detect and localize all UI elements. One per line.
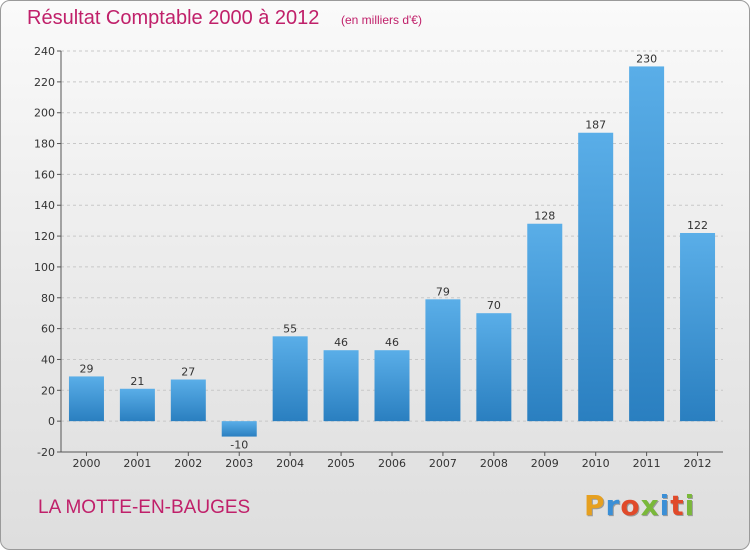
logo-letter: x (640, 489, 660, 522)
x-tick-label: 2010 (582, 457, 610, 470)
x-tick-label: 2001 (123, 457, 151, 470)
x-tick-label: 2005 (327, 457, 355, 470)
data-label: -10 (230, 439, 248, 452)
bar (272, 336, 308, 422)
data-label: 79 (436, 285, 450, 298)
data-label: 230 (636, 52, 657, 65)
x-tick-label: 2008 (480, 457, 508, 470)
y-tick-label: 0 (48, 415, 55, 428)
logo-letter: i (659, 489, 671, 522)
data-label: 187 (585, 119, 606, 132)
x-tick-label: 2011 (633, 457, 661, 470)
bar (374, 350, 410, 422)
bar (527, 223, 563, 422)
data-label: 55 (283, 322, 297, 335)
y-tick-label: 220 (34, 76, 55, 89)
x-tick-label: 2007 (429, 457, 457, 470)
y-tick-label: -20 (37, 446, 55, 459)
logo-letter: P (584, 489, 606, 522)
bar (119, 388, 155, 422)
proxiti-logo: Proxiti (584, 489, 695, 522)
chart-title: Résultat Comptable 2000 à 2012 (27, 7, 320, 29)
bar (170, 379, 206, 422)
x-tick-label: 2012 (684, 457, 712, 470)
logo-letter: t (670, 489, 685, 522)
y-tick-label: 140 (34, 199, 55, 212)
chart-subtitle: (en milliers d'€) (341, 13, 422, 27)
y-tick-label: 20 (41, 384, 55, 397)
data-label: 27 (181, 366, 195, 379)
logo-letter: r (605, 489, 621, 522)
bar (578, 132, 614, 422)
x-tick-label: 2003 (225, 457, 253, 470)
bar (221, 421, 257, 437)
data-label: 29 (79, 362, 93, 375)
y-tick-label: 160 (34, 168, 55, 181)
data-label: 21 (130, 375, 144, 388)
commune-name: LA MOTTE-EN-BAUGES (38, 497, 251, 518)
x-tick-label: 2009 (531, 457, 559, 470)
y-tick-label: 200 (34, 107, 55, 120)
bar (323, 350, 359, 422)
logo-letter: i (684, 489, 696, 522)
bar (476, 313, 512, 422)
bar (629, 66, 665, 422)
y-tick-label: 80 (41, 292, 55, 305)
bar (425, 299, 461, 422)
bar (680, 232, 716, 422)
data-label: 122 (687, 219, 708, 232)
logo-letter: o (620, 489, 641, 522)
y-tick-label: 60 (41, 323, 55, 336)
y-tick-label: 40 (41, 353, 55, 366)
y-tick-label: 240 (34, 45, 55, 58)
x-tick-label: 2002 (174, 457, 202, 470)
data-label: 70 (487, 299, 501, 312)
y-tick-label: 120 (34, 230, 55, 243)
data-label: 128 (534, 210, 555, 223)
y-tick-label: 100 (34, 261, 55, 274)
y-tick-label: 180 (34, 138, 55, 151)
x-tick-label: 2000 (72, 457, 100, 470)
x-tick-label: 2004 (276, 457, 304, 470)
bar (68, 376, 104, 422)
x-tick-label: 2006 (378, 457, 406, 470)
data-label: 46 (334, 336, 348, 349)
data-label: 46 (385, 336, 399, 349)
